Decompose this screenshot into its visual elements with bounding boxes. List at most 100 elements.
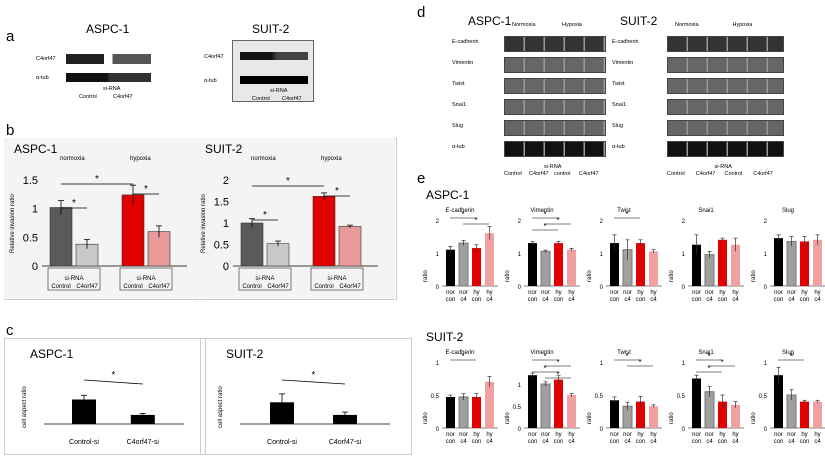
x-tick-label-line1: nor [541,290,550,296]
x-tick-label-line1: hy [801,290,807,296]
x-tick-label-line2: con [692,297,702,303]
x-tick-label: C4orf47-si [127,439,160,446]
x-tick-label-line2: con [610,297,620,303]
condition-label: Hypoxia [732,22,753,28]
y-tick-label: 1 [600,252,604,258]
y-tick-label: 0.5 [759,394,768,400]
y-tick-label: 0 [436,285,440,291]
x-tick-label-line2: con [774,439,784,445]
chart-title: SUIT-2 [226,347,264,361]
panel-a-right-title: SUIT-2 [252,22,290,36]
blot-lane-label: C4orf47 [695,171,716,177]
panel-e-aspc1-title: ASPC-1 [426,188,470,202]
blot-a-right-c4orf47 [240,52,308,60]
x-tick-label-line1: nor [705,432,714,438]
blot-a-right-loading-label: α-tub [204,78,217,84]
bar [554,243,563,286]
significance-star: * [638,358,641,367]
blot-band [504,36,606,52]
blot-a-left-protein-label: C4orf47 [36,56,56,62]
x-tick-label-line1: hy [568,432,574,438]
x-tick-label-line2: c4 [542,439,549,445]
bar [800,401,809,428]
bar [610,400,619,428]
blot-sirna-label: si-RNA [544,164,562,170]
bar [813,401,822,428]
x-tick-label-line2: con [472,439,482,445]
bar [446,249,455,286]
category-box [47,267,101,291]
panel-a-left-title: ASPC-1 [86,22,130,36]
category-box [238,267,292,291]
x-tick-label-line1: hy [650,290,656,296]
x-tick-label-line1: nor [610,432,619,438]
x-tick-label-line2: con [800,297,810,303]
significance-star: * [625,210,628,219]
y-axis-label: Relative invasion ratio [10,194,16,253]
blot-row-label: Twist [452,81,465,87]
bar [636,401,645,428]
blot-band [504,99,606,115]
x-tick-label-line1: hy [473,432,479,438]
x-tick-label: C4orf47 [76,284,98,290]
x-tick-label-line1: hy [650,432,656,438]
significance-star: * [543,364,546,373]
x-tick-label-line1: hy [486,290,492,296]
bar [774,238,783,286]
bar [649,251,658,286]
y-tick-label: 0 [764,285,768,291]
bar [718,401,727,428]
blot-row-label: α-tub [452,144,465,150]
x-tick-label: Control [123,284,142,290]
blot-band [504,57,606,73]
significance-line [83,379,143,385]
blot-a-left-c4orf47 [66,54,151,64]
significance-star: * [95,174,99,185]
x-tick-label-line2: c4 [706,297,713,303]
panel-e-suit2-title: SUIT-2 [426,330,464,344]
significance-star: * [543,210,546,219]
y-tick-label: 1 [436,361,440,367]
significance-star: * [312,370,316,381]
significance-star: * [263,210,267,221]
x-tick-label-line2: c4 [650,439,657,445]
y-tick-label: 0.5 [513,405,522,411]
bar [472,396,481,428]
x-tick-label-line2: c4 [486,297,493,303]
bar [718,239,727,286]
y-tick-label: 0 [682,427,686,433]
x-tick-label: Control [51,284,70,290]
x-tick-label-line2: con [610,439,620,445]
y-tick-label: 1 [764,361,768,367]
blot-band [504,141,606,157]
x-tick-label-line2: c4 [460,297,467,303]
significance-star: * [556,216,559,225]
significance-star: * [625,352,628,361]
significance-star: * [111,370,115,381]
x-tick-label-line2: con [692,439,702,445]
group-label-hypoxia: hypoxia [130,156,151,162]
chart-title: Snai1 [698,350,714,356]
bar [704,391,715,429]
significance-star: * [144,184,148,195]
x-tick-label-line1: hy [732,432,738,438]
chart-title: Twist [617,208,631,214]
x-tick-label-line2: c4 [732,439,739,445]
blot-row-label: Vimentin [612,60,634,66]
panel-d-letter: d [417,4,426,21]
y-tick-label: 0.5 [595,394,604,400]
blot-band [667,36,784,52]
y-tick-label: 0.5 [677,394,686,400]
blot-row-label: Slug [452,123,464,129]
x-tick-label-line2: c4 [568,297,575,303]
x-tick-label-line1: hy [801,432,807,438]
blot-a-right-frame [232,40,314,102]
bar [731,404,740,428]
x-tick-label-line1: hy [486,432,492,438]
significance-star: * [286,176,290,187]
x-tick-label-line2: con [472,297,482,303]
x-tick-label: Control [314,284,333,290]
